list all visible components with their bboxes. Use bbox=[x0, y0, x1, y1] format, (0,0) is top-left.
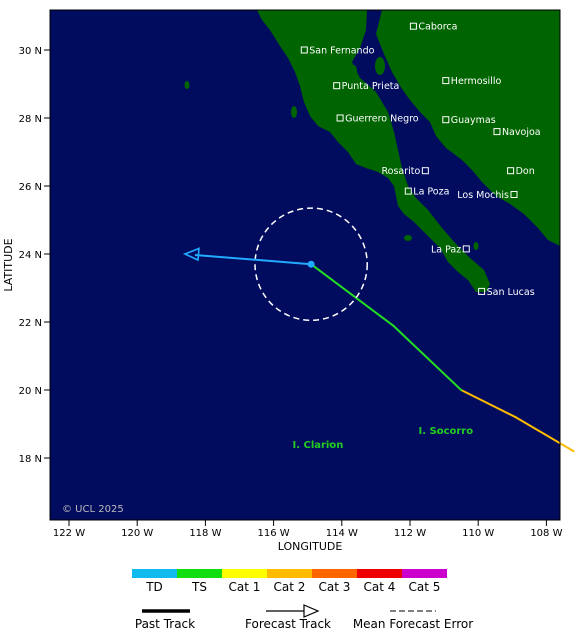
city-marker bbox=[493, 128, 501, 136]
legend-category-label: TS bbox=[191, 580, 207, 594]
city-label: San Lucas bbox=[487, 287, 535, 298]
legend-swatch bbox=[402, 569, 447, 578]
current-position-dot bbox=[307, 260, 315, 268]
city-label: Guaymas bbox=[451, 115, 496, 126]
category-legend: TD TS Cat 1 Cat 2 Cat 3 Cat 4 Cat 5 bbox=[132, 569, 447, 594]
city-label: Don bbox=[516, 166, 535, 177]
legend-category-label: Cat 5 bbox=[409, 580, 441, 594]
x-tick-label: 122 W bbox=[53, 528, 85, 539]
legend-swatch bbox=[312, 569, 357, 578]
city-label: Punta Prieta bbox=[342, 81, 400, 92]
land-masses bbox=[184, 10, 560, 446]
y-tick-label: 24 N bbox=[19, 250, 42, 261]
city-marker bbox=[300, 46, 308, 54]
legend-category-label: Cat 2 bbox=[274, 580, 306, 594]
track-key: Past Track Forecast Track Mean Forecast … bbox=[135, 604, 473, 631]
y-tick-label: 20 N bbox=[19, 386, 42, 397]
legend-swatch bbox=[357, 569, 402, 578]
city-label: Rosarito bbox=[382, 166, 421, 177]
city-marker bbox=[462, 245, 470, 253]
legend-swatch bbox=[222, 569, 267, 578]
mean-forecast-error-circle bbox=[254, 207, 368, 322]
x-tick-label: 110 W bbox=[462, 528, 494, 539]
isla-clarion-dot bbox=[328, 442, 332, 446]
x-tick-label: 116 W bbox=[258, 528, 290, 539]
forecast-track-key-arrow bbox=[303, 604, 320, 618]
city-marker bbox=[421, 167, 429, 175]
forecast-track-key-label: Forecast Track bbox=[245, 617, 331, 631]
mainland-mexico bbox=[376, 10, 560, 246]
storm-tracks bbox=[182, 207, 575, 453]
x-tick-label: 108 W bbox=[530, 528, 562, 539]
isla-espiritu-santo bbox=[473, 242, 479, 250]
isla-guadalupe bbox=[184, 81, 190, 89]
x-tick-label: 112 W bbox=[394, 528, 426, 539]
isla-angel bbox=[351, 65, 357, 79]
past-track-segment bbox=[460, 389, 517, 419]
x-tick-label: 114 W bbox=[326, 528, 358, 539]
x-tick-label: 118 W bbox=[189, 528, 221, 539]
legend-category-label: Cat 3 bbox=[319, 580, 351, 594]
city-marker bbox=[442, 116, 450, 124]
x-tick-label: 120 W bbox=[121, 528, 153, 539]
island-label: I. Socorro bbox=[419, 426, 474, 437]
forecast-track-arrowhead bbox=[182, 247, 200, 262]
city-marker bbox=[510, 191, 518, 198]
past-track-segment bbox=[514, 416, 575, 453]
axis-ticks: 122 W 120 W 118 W 116 W 114 W 112 W 110 W 108 W… bbox=[19, 46, 563, 539]
past-track-segment bbox=[310, 263, 394, 327]
city-marker bbox=[507, 167, 515, 175]
isla-margarita bbox=[404, 235, 412, 241]
isla-tiburon bbox=[375, 57, 385, 75]
city-label: Los Mochis bbox=[457, 190, 509, 201]
past-track-key-label: Past Track bbox=[135, 617, 195, 631]
isla-cedros bbox=[291, 106, 297, 118]
y-tick-label: 22 N bbox=[19, 318, 42, 329]
forecast-track-line bbox=[194, 254, 312, 266]
legend-category-label: Cat 4 bbox=[364, 580, 396, 594]
legend-swatch bbox=[177, 569, 222, 578]
city-marker bbox=[478, 287, 486, 295]
island-labels: I. Clarion I. Socorro bbox=[292, 426, 473, 451]
plot-frame bbox=[49, 9, 561, 521]
past-track-segment bbox=[391, 324, 463, 391]
legend-swatch bbox=[132, 569, 177, 578]
city-label: Hermosillo bbox=[451, 76, 502, 87]
city-marker bbox=[336, 114, 344, 122]
y-tick-label: 30 N bbox=[19, 46, 42, 57]
city-label: La Paz bbox=[431, 244, 461, 255]
city-label: San Fernando bbox=[309, 46, 374, 57]
city-marker bbox=[442, 77, 450, 85]
y-tick-label: 18 N bbox=[19, 454, 42, 465]
city-label: Caborca bbox=[418, 22, 457, 33]
x-axis-label: LONGITUDE bbox=[278, 540, 343, 553]
city-label: Guerrero Negro bbox=[345, 114, 419, 125]
copyright-text: © UCL 2025 bbox=[62, 504, 124, 515]
city-label: Navojoa bbox=[502, 127, 541, 138]
city-marker bbox=[404, 187, 412, 195]
city-marker bbox=[409, 22, 417, 30]
legend-category-label: TD bbox=[145, 580, 163, 594]
island-label: I. Clarion bbox=[292, 440, 343, 451]
city-markers: Caborca San Fernando Hermosillo Punta Priet… bbox=[300, 22, 541, 298]
baja-peninsula bbox=[257, 10, 490, 292]
y-tick-label: 26 N bbox=[19, 182, 42, 193]
y-tick-label: 28 N bbox=[19, 114, 42, 125]
legend-category-label: Cat 1 bbox=[229, 580, 261, 594]
isla-socorro-dot bbox=[436, 430, 440, 434]
legend-swatch bbox=[267, 569, 312, 578]
city-label: La Poza bbox=[413, 187, 449, 198]
y-axis-label: LATITUDE bbox=[2, 238, 15, 291]
city-marker bbox=[333, 82, 341, 90]
mean-error-key-label: Mean Forecast Error bbox=[353, 617, 473, 631]
